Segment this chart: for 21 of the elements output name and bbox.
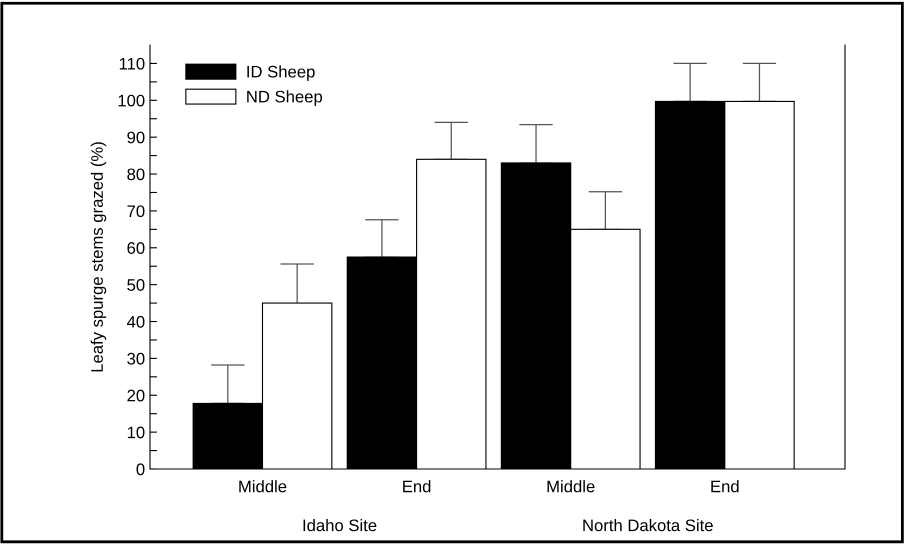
legend-label: ND Sheep bbox=[247, 90, 322, 106]
x-tick-label: End bbox=[403, 480, 430, 492]
text: North Dakota Site bbox=[583, 519, 713, 532]
y-tick-label: 110 bbox=[120, 58, 144, 70]
text: Idaho Site bbox=[304, 519, 376, 532]
legend-label: ID Sheep bbox=[247, 65, 315, 81]
y-tick-label: 100 bbox=[118, 94, 144, 107]
x-tick-label: End bbox=[711, 480, 739, 492]
y-tick-label: 90 bbox=[127, 132, 144, 144]
y-tick-label: 70 bbox=[127, 205, 144, 218]
y-tick-label: 40 bbox=[126, 316, 144, 328]
y-tick-label: 80 bbox=[127, 168, 144, 180]
y-tick-label: 20 bbox=[127, 390, 144, 402]
x-tick-label: Middle bbox=[239, 480, 286, 492]
y-tick-label: 30 bbox=[127, 352, 144, 365]
y-tick-label: 0 bbox=[136, 463, 144, 476]
y-tick-label: 10 bbox=[128, 426, 144, 438]
y-tick-label: 60 bbox=[127, 242, 144, 254]
y-axis-title: Leafy spurge stems grazed (%) bbox=[90, 142, 106, 372]
y-tick-label: 50 bbox=[127, 279, 144, 291]
x-tick-label: Middle bbox=[548, 480, 595, 492]
